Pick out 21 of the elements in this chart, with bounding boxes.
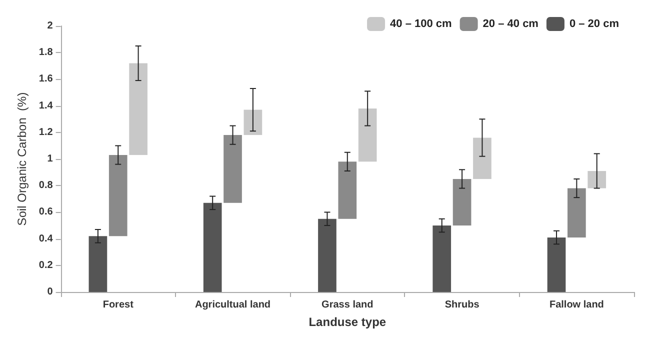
x-tick-label: Fallow land — [549, 300, 604, 310]
y-tick-label: 1.8 — [38, 47, 54, 58]
legend-label: 20 – 40 cm — [482, 18, 539, 30]
y-tick-label: 1.4 — [38, 100, 54, 112]
y-tick-label: 0.6 — [38, 206, 54, 218]
x-tick-label: Forest — [102, 300, 134, 310]
y-tick-label: 1 — [47, 154, 54, 164]
y-tick-label: 1.6 — [38, 74, 54, 85]
y-axis-title: Soil Organic Carbon (%) — [15, 92, 29, 226]
y-tick-label: 0 — [47, 286, 54, 298]
x-axis-title: Landuse type — [308, 315, 386, 329]
y-tick-label: 0.2 — [38, 260, 54, 271]
y-tick-label: 2 — [47, 20, 54, 32]
legend-label: 0 – 20 cm — [569, 18, 620, 30]
x-tick-label: Shrubs — [444, 300, 480, 310]
y-tick-label: 0.8 — [38, 180, 54, 192]
y-tick-label: 1.2 — [38, 126, 54, 138]
y-tick-label: 0.4 — [38, 233, 54, 244]
legend-label: 40 – 100 cm — [390, 18, 452, 30]
x-tick-label: Agricultual land — [194, 300, 271, 310]
x-tick-label: Grass land — [322, 300, 374, 310]
